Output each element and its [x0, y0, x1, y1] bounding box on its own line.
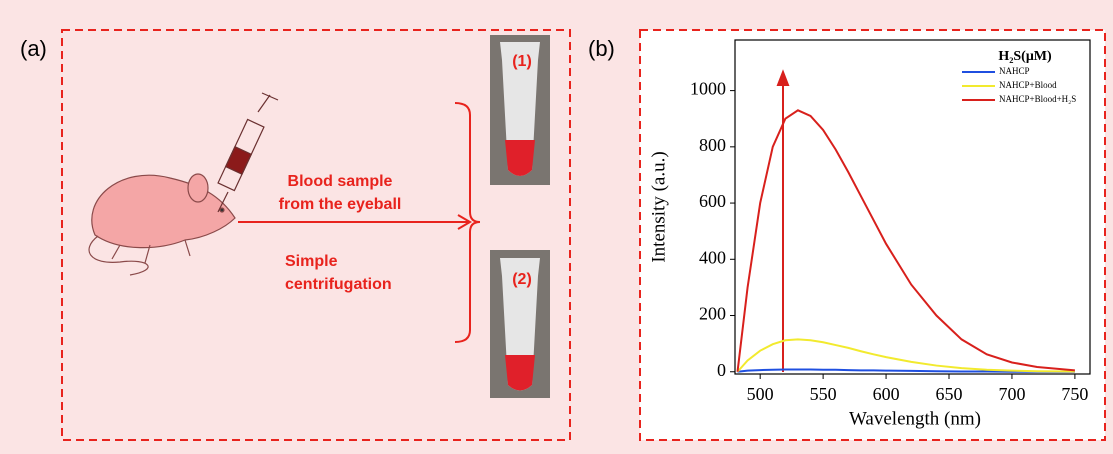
syringe-illustration [217, 92, 279, 213]
panel-a-frame [61, 29, 571, 441]
y-tick-label: 600 [699, 191, 726, 211]
plot-frame [734, 39, 1091, 375]
annotation-arrow [776, 69, 790, 372]
tube-photo [490, 35, 550, 185]
x-tick-label: 500 [747, 384, 774, 404]
y-axis-label: Intensity (a.u.) [648, 151, 669, 262]
y-tick-label: 200 [699, 304, 726, 324]
x-tick-label: 600 [873, 384, 900, 404]
legend-label: NAHCP [999, 66, 1030, 76]
arrow-label: Simple [285, 253, 338, 270]
legend-label: NAHCP+Blood [999, 80, 1057, 90]
arrow-label: centrifugation [285, 276, 392, 293]
y-tick-label: 0 [717, 360, 726, 380]
tube-label: (1) [512, 53, 532, 70]
panel-label: (a) [20, 36, 47, 61]
panel-label: (b) [588, 36, 615, 61]
y-tick-label: 1000 [690, 79, 726, 99]
y-tick-label: 400 [699, 247, 726, 267]
x-tick-label: 700 [998, 384, 1025, 404]
x-tick-label: 550 [810, 384, 837, 404]
tube-label: (2) [512, 271, 532, 288]
x-axis-label: Wavelength (nm) [849, 408, 981, 429]
process-arrow [238, 102, 481, 343]
x-tick-label: 650 [936, 384, 963, 404]
y-tick-label: 800 [699, 135, 726, 155]
tube-photo [490, 250, 550, 398]
x-tick-label: 750 [1061, 384, 1088, 404]
legend-title: H₂S(μM) [998, 49, 1052, 64]
arrow-label: Blood sample [288, 173, 393, 190]
mouse-illustration [88, 173, 236, 276]
series-line [736, 338, 1075, 373]
series-line [737, 368, 1075, 373]
legend-label: NAHCP+Blood+H₂S [999, 94, 1076, 104]
series-line [736, 109, 1075, 372]
arrow-label: from the eyeball [279, 196, 402, 213]
